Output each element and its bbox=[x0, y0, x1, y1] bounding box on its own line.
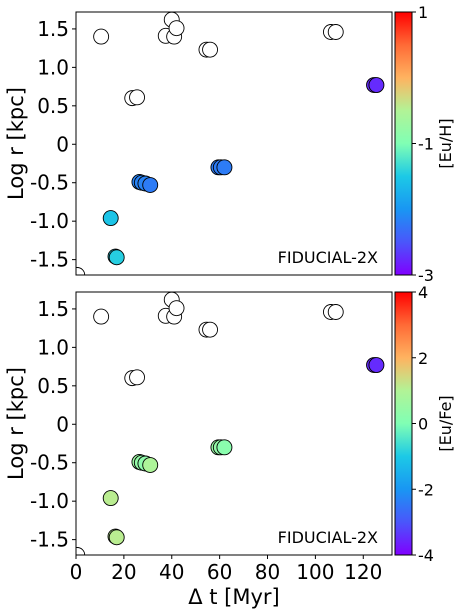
data-point-13 bbox=[368, 77, 385, 94]
y-tick-label: -1.0 bbox=[30, 209, 69, 233]
data-point-9 bbox=[202, 321, 219, 338]
colorbar-tick-label: -3 bbox=[418, 266, 434, 285]
points-group bbox=[76, 292, 385, 555]
data-point-11 bbox=[327, 304, 344, 320]
x-tick-label: 80 bbox=[255, 560, 280, 584]
data-point-0 bbox=[76, 547, 86, 555]
colorbar-label: [Eu/H] bbox=[436, 118, 455, 168]
x-axis-label: Δ t [Myr] bbox=[188, 585, 280, 609]
data-point-3 bbox=[129, 369, 145, 386]
y-tick-label: -1.0 bbox=[30, 489, 69, 513]
colorbar-tick-label: 4 bbox=[418, 283, 428, 302]
x-tick-label: 100 bbox=[296, 560, 334, 584]
y-tick-label: 1.0 bbox=[37, 55, 69, 79]
panel-bottom: -1.5-1.0-0.500.51.01.50 20 40 60 80 100 120Log… bbox=[4, 283, 455, 609]
y-tick-label: 1.0 bbox=[37, 335, 69, 359]
colorbar bbox=[394, 291, 413, 556]
y-axis-label: Log r [kpc] bbox=[4, 87, 28, 200]
x-tick-label: 0 bbox=[70, 560, 83, 584]
model-annotation: FIDUCIAL-2X bbox=[278, 528, 378, 547]
data-point-7 bbox=[168, 20, 185, 37]
y-tick-label: 0 bbox=[56, 132, 69, 156]
colorbar-tick-label: -1 bbox=[418, 135, 434, 154]
plot-frame bbox=[75, 11, 393, 276]
y-tick-label: -0.5 bbox=[30, 171, 69, 195]
data-point-20 bbox=[142, 177, 159, 193]
x-tick-label: 40 bbox=[159, 560, 184, 584]
y-tick-label: -1.5 bbox=[30, 528, 69, 552]
data-point-7 bbox=[168, 300, 185, 317]
data-point-14 bbox=[102, 210, 119, 227]
data-point-23 bbox=[216, 439, 233, 456]
model-annotation: FIDUCIAL-2X bbox=[278, 248, 378, 267]
colorbar-tick-label: 1 bbox=[418, 3, 428, 22]
y-tick-label: 0.5 bbox=[37, 94, 69, 118]
colorbar-tick-label: 0 bbox=[418, 415, 428, 434]
data-point-1 bbox=[93, 28, 110, 45]
data-point-16 bbox=[108, 249, 125, 266]
data-point-13 bbox=[368, 357, 385, 374]
colorbar-tick-label: -2 bbox=[418, 480, 434, 499]
y-tick-label: 1.5 bbox=[37, 17, 69, 41]
y-tick-label: 0.5 bbox=[37, 374, 69, 398]
points-group bbox=[76, 12, 385, 275]
y-axis-label: Log r [kpc] bbox=[4, 367, 28, 480]
y-tick-label: 0 bbox=[56, 412, 69, 436]
y-tick-label: -0.5 bbox=[30, 451, 69, 475]
plot-frame bbox=[75, 291, 393, 556]
data-point-16 bbox=[108, 529, 125, 546]
data-point-9 bbox=[202, 41, 219, 58]
data-point-11 bbox=[327, 24, 344, 40]
colorbar-tick-label: -4 bbox=[418, 546, 434, 565]
colorbar-tick-label: 2 bbox=[418, 349, 428, 368]
data-point-3 bbox=[129, 89, 145, 106]
panel-top: -1.5 -1.0 -0.5 0 0.5 1.0 1.5 Log r [kpc] FIDUCIA… bbox=[4, 3, 455, 285]
y-tick-label: -1.5 bbox=[30, 248, 69, 272]
x-tick-label: 60 bbox=[207, 560, 232, 584]
data-point-23 bbox=[216, 159, 233, 176]
x-tick-label: 20 bbox=[111, 560, 136, 584]
colorbar-label: [Eu/Fe] bbox=[436, 395, 455, 451]
x-tick-label: 120 bbox=[344, 560, 382, 584]
data-point-14 bbox=[102, 490, 119, 507]
data-point-0 bbox=[76, 267, 86, 275]
data-point-1 bbox=[93, 308, 110, 325]
y-tick-label: 1.5 bbox=[37, 297, 69, 321]
colorbar bbox=[394, 11, 413, 276]
data-point-20 bbox=[142, 457, 159, 473]
